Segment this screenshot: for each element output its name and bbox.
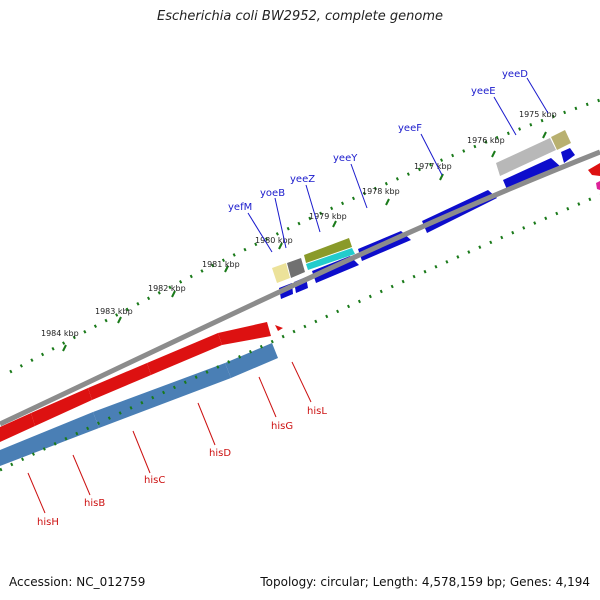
major-tick (542, 131, 547, 139)
accession-text: Accession: NC_012759 (9, 575, 146, 589)
kbp-label: 1975 kbp (519, 110, 557, 119)
gene-label-hisG: hisG (271, 421, 293, 432)
gene-arrow-red (588, 163, 600, 176)
kbp-label: 1983 kbp (95, 307, 133, 316)
gene-label-yoeB: yoeB (260, 188, 285, 199)
gene-arrow-red (88, 363, 151, 400)
major-tick (278, 242, 283, 250)
kbp-label: 1980 kbp (255, 236, 293, 245)
label-leader (526, 77, 549, 114)
cds-cyan (306, 248, 355, 270)
label-leader (72, 454, 91, 496)
cds-khaki (551, 130, 571, 150)
kbp-labels: 1975 kbp 1976 kbp 1977 kbp 1978 kbp 1979… (41, 110, 557, 338)
kbp-label: 1984 kbp (41, 329, 79, 338)
label-leader (132, 430, 151, 474)
label-leader (350, 163, 368, 209)
gene-label-hisL: hisL (307, 406, 327, 417)
topology-text: Topology: circular; Length: 4,578,159 bp… (260, 575, 590, 589)
minus-strand-genes (0, 163, 600, 442)
minus-strand-cds (0, 343, 278, 466)
gene-label-hisH: hisH (37, 517, 59, 528)
label-leader (27, 472, 46, 514)
gene-arrow-red-small (275, 325, 283, 331)
major-tick (171, 290, 176, 298)
major-tick (385, 198, 390, 206)
cds-blue (93, 363, 231, 428)
major-tick (117, 316, 122, 324)
minus-gene-labels: hisL hisG hisD hisC hisB hisH (27, 361, 327, 528)
gene-label-yefM: yefM (228, 202, 252, 213)
gene-label-yeeE: yeeE (471, 86, 496, 97)
major-tick (491, 150, 496, 158)
gene-marker-magenta (596, 181, 600, 190)
cds-olive (304, 238, 352, 263)
label-leader (258, 376, 277, 418)
plus-gene-labels: yeeD yeeE yeeF yeeY yeeZ yoeB yefM (228, 69, 549, 253)
label-leader (291, 361, 312, 403)
kbp-label: 1978 kbp (362, 187, 400, 196)
gene-arrow-red (218, 322, 271, 345)
cds-small-blue (561, 148, 575, 163)
gene-arrow-red (147, 333, 222, 375)
kbp-label: 1979 kbp (309, 212, 347, 221)
gene-label-hisD: hisD (209, 448, 231, 459)
cds-light-grey (496, 138, 556, 176)
cds-grey (287, 258, 305, 278)
map-title: Escherichia coli BW2952, complete genome (157, 9, 443, 24)
kbp-label: 1982 kbp (148, 284, 186, 293)
gene-label-hisB: hisB (84, 498, 105, 509)
gene-arrow-red (0, 413, 35, 442)
gene-label-yeeD: yeeD (502, 69, 528, 80)
kbp-label: 1977 kbp (414, 162, 452, 171)
cds-blue (0, 412, 99, 466)
label-leader (493, 96, 517, 136)
label-leader (247, 212, 273, 253)
gene-label-yeeZ: yeeZ (290, 174, 315, 185)
kbp-label: 1976 kbp (467, 136, 505, 145)
genome-backbone (0, 149, 600, 427)
gene-arrow-red (31, 388, 92, 426)
kbp-label: 1981 kbp (202, 260, 240, 269)
outer-tick-dots (9, 98, 600, 374)
cds-pale-yellow (272, 263, 290, 283)
label-leader (420, 133, 443, 176)
outer-tick-ring (9, 98, 600, 374)
label-leader (197, 402, 216, 446)
label-leader (274, 197, 287, 249)
major-tick (224, 265, 229, 273)
cds-blue (225, 343, 278, 378)
gene-label-yeeY: yeeY (333, 153, 358, 164)
gene-label-hisC: hisC (144, 475, 165, 486)
major-tick (332, 220, 337, 228)
gene-label-yeeF: yeeF (398, 123, 422, 134)
major-tick (439, 173, 444, 181)
major-tick (62, 344, 67, 352)
label-leader (305, 184, 321, 233)
